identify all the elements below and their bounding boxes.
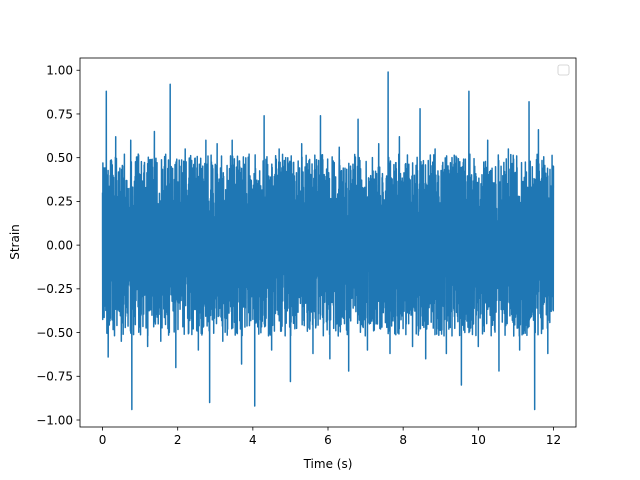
y-tick-label: −0.50: [36, 326, 73, 340]
x-tick-label: 4: [249, 433, 257, 447]
y-axis-label: Strain: [8, 224, 22, 260]
x-tick-label: 0: [99, 433, 107, 447]
x-axis-label: Time (s): [303, 457, 353, 471]
plot-area: [79, 57, 577, 428]
y-tick-label: 0.00: [46, 238, 73, 252]
y-tick-label: −1.00: [36, 413, 73, 427]
x-tick-label: 2: [174, 433, 182, 447]
x-tick-label: 12: [546, 433, 561, 447]
y-tick-label: −0.75: [36, 370, 73, 384]
y-tick-label: 0.50: [46, 151, 73, 165]
y-axis-ticks: −1.00 −0.75 −0.50 −0.25 0.00 0.25 0.50 0.75 1.00: [36, 64, 80, 427]
x-tick-label: 6: [324, 433, 332, 447]
y-tick-label: 0.75: [46, 107, 73, 121]
y-tick-label: −0.25: [36, 282, 73, 296]
x-axis-ticks: 0 2 4 6 8 10 12: [99, 427, 561, 447]
series-line: [101, 71, 555, 411]
y-tick-label: 1.00: [46, 64, 73, 78]
series-layer: [101, 71, 555, 411]
x-tick-label: 8: [399, 433, 407, 447]
legend-box: [557, 64, 570, 76]
x-tick-label: 10: [471, 433, 486, 447]
y-tick-label: 0.25: [46, 195, 73, 209]
